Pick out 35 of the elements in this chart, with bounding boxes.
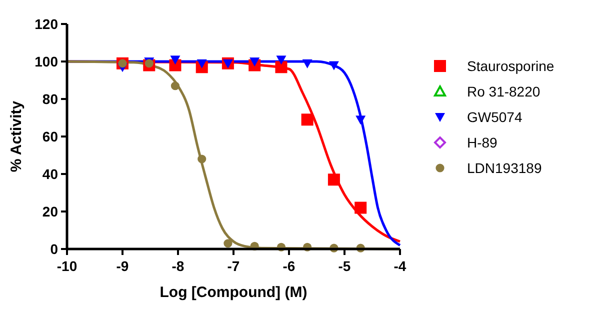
point (354, 202, 367, 214)
x-tick-label: -5 (338, 258, 351, 274)
y-tick-label: 80 (42, 90, 58, 107)
y-tick-label: 20 (42, 203, 58, 220)
point (224, 239, 232, 248)
point (302, 59, 312, 68)
x-tick-label: -7 (227, 258, 240, 274)
legend-label: GW5074 (467, 108, 522, 125)
y-tick-label: 60 (42, 128, 58, 144)
point (356, 116, 366, 125)
x-tick-label: -6 (282, 258, 296, 274)
x-tick-label: -10 (56, 258, 78, 274)
x-tick-label: -9 (116, 258, 129, 274)
legend-label: Ro 31-8220 (467, 83, 540, 100)
point (328, 61, 339, 70)
x-axis-title: Log [Compound] (M) (160, 284, 308, 301)
legend-label: H-89 (467, 134, 498, 150)
legend-label: Staurosporine (467, 58, 554, 74)
y-tick-label: 120 (34, 16, 58, 32)
point (275, 61, 288, 74)
x-tick-label: -4 (394, 258, 406, 274)
point (198, 154, 206, 164)
point (250, 58, 260, 66)
point (170, 56, 180, 65)
y-tick-label: 40 (42, 166, 58, 182)
y-tick-label: 0 (50, 240, 58, 257)
y-axis-title: % Activity (8, 100, 25, 172)
x-tick-label: -8 (172, 258, 184, 274)
legend-label: LDN193189 (467, 160, 542, 176)
point (276, 56, 286, 65)
point (328, 174, 340, 186)
point (196, 59, 207, 68)
y-tick-label: 100 (34, 53, 58, 70)
point (170, 82, 180, 90)
point (301, 114, 314, 126)
